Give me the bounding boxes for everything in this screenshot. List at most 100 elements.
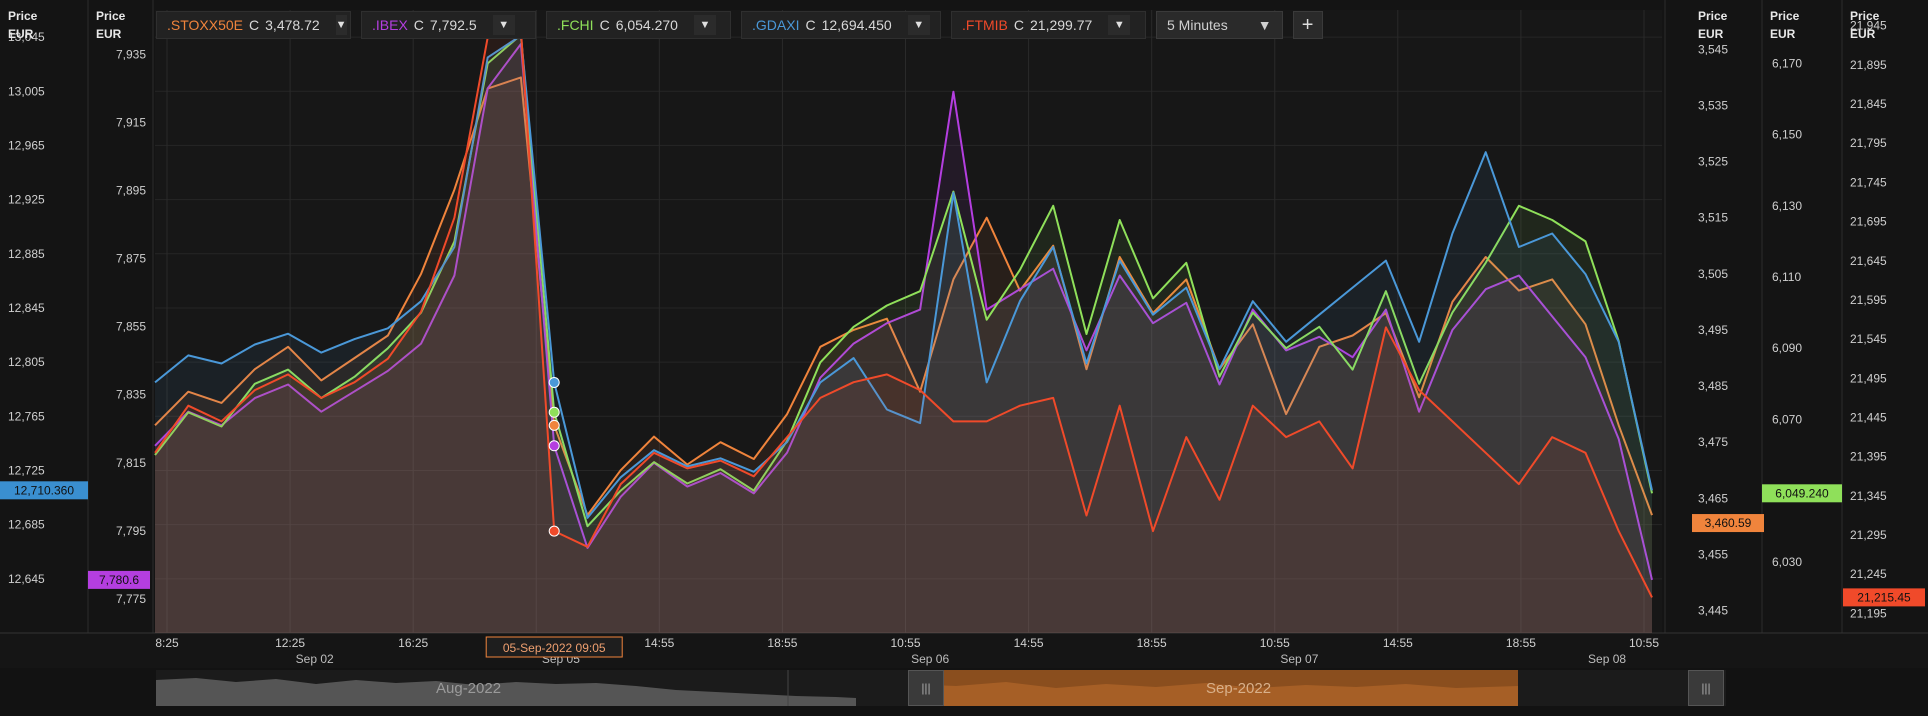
y-tick-label: 6,070	[1772, 412, 1802, 426]
series-area	[155, 35, 1652, 633]
chevron-down-icon[interactable]: ▼	[335, 15, 347, 35]
y-tick-label: 12,765	[8, 409, 45, 423]
gdaxi-axis-header: Price EUR	[8, 7, 37, 43]
axis-header-price: Price	[1698, 9, 1728, 23]
x-day-label: Sep 02	[296, 652, 334, 666]
y-tick-label: 12,885	[8, 247, 45, 261]
y-tick-label: 3,515	[1698, 211, 1728, 225]
y-tick-label: 13,005	[8, 84, 45, 98]
axis-header-price: Price	[1770, 9, 1800, 23]
y-tick-label: 3,485	[1698, 379, 1728, 393]
chevron-down-icon[interactable]: ▼	[1257, 17, 1272, 33]
close-value: 21,299.77	[1030, 17, 1093, 33]
y-tick-label: 12,725	[8, 463, 45, 477]
series-area	[155, 44, 1652, 633]
axis-header-currency: EUR	[96, 27, 122, 41]
last-value-tag	[0, 481, 88, 500]
y-tick-label: 3,475	[1698, 435, 1728, 449]
axis-header-currency: EUR	[1770, 27, 1796, 41]
y-tick-label: 6,150	[1772, 128, 1802, 142]
crosshair-marker	[548, 419, 560, 431]
close-prefix: C	[1013, 17, 1025, 33]
time-navigator[interactable]: Aug-2022 Sep-2022 ||| |||	[156, 670, 1726, 706]
close-prefix: C	[413, 17, 424, 33]
y-tick-label: 3,505	[1698, 267, 1728, 281]
y-tick-label: 7,855	[116, 320, 146, 334]
y-tick-label: 6,090	[1772, 341, 1802, 355]
crosshair-marker	[548, 376, 560, 388]
y-tick-label: 6,170	[1772, 56, 1802, 70]
y-tick-label: 7,935	[116, 47, 146, 61]
symbol-chip-ftmib[interactable]: .FTMIB C 21,299.77 ▼	[951, 11, 1146, 39]
symbol-toolbar: .STOXX50E C 3,478.72 ▼ .IBEX C 7,792.5 ▼…	[156, 6, 1323, 44]
symbol-chip-fchi[interactable]: .FCHI C 6,054.270 ▼	[546, 11, 731, 39]
navigator-right-handle[interactable]: |||	[1688, 670, 1724, 706]
crosshair-time-tag	[485, 636, 623, 658]
plus-icon: +	[1301, 13, 1314, 36]
last-value-tag	[88, 570, 150, 589]
series-line	[154, 33, 1653, 528]
chevron-down-icon[interactable]: ▼	[492, 15, 515, 35]
y-tick-label: 21,495	[1850, 371, 1887, 385]
navigator-left-handle[interactable]: |||	[908, 670, 944, 706]
axis-header-price: Price	[1850, 9, 1880, 23]
fchi-axis-header: Price EUR	[1770, 7, 1799, 43]
navigator-month-aug: Aug-2022	[436, 680, 502, 697]
series-area	[155, 29, 1652, 634]
symbol-chip-ibex[interactable]: .IBEX C 7,792.5 ▼	[361, 11, 536, 39]
x-tick-label: 8:25	[155, 636, 179, 650]
y-tick-label: 7,795	[116, 524, 146, 538]
y-tick-label: 3,495	[1698, 323, 1728, 337]
x-day-label: Sep 08	[1588, 652, 1626, 666]
axis-header-currency: EUR	[1850, 27, 1876, 41]
y-tick-label: 21,195	[1850, 606, 1887, 620]
x-tick-label: 18:55	[1137, 636, 1167, 650]
x-tick-label: 14:55	[1014, 636, 1044, 650]
y-tick-label: 21,695	[1850, 215, 1887, 229]
series-line	[154, 34, 1653, 519]
y-tick-label: 21,395	[1850, 450, 1887, 464]
y-tick-label: 7,915	[116, 115, 146, 129]
interval-label: 5 Minutes	[1167, 17, 1228, 33]
y-tick-label: 13,045	[8, 30, 45, 44]
symbol-code: .IBEX	[372, 17, 408, 33]
last-value-tag	[1843, 588, 1925, 607]
x-axis-band	[0, 633, 1928, 671]
series-area	[155, 77, 1652, 633]
y-tick-label: 3,465	[1698, 491, 1728, 505]
y-tick-label: 21,645	[1850, 254, 1887, 268]
symbol-chip-stoxx50e[interactable]: .STOXX50E C 3,478.72 ▼	[156, 11, 351, 39]
y-tick-label: 7,775	[116, 592, 146, 606]
x-day-label: Sep 06	[911, 652, 949, 666]
symbol-code: .FCHI	[557, 17, 594, 33]
crosshair-marker	[548, 406, 560, 418]
x-tick-label: 12:25	[275, 636, 305, 650]
chevron-down-icon[interactable]: ▼	[907, 15, 930, 35]
x-tick-label: 18:55	[1506, 636, 1536, 650]
navigator-month-sep: Sep-2022	[1206, 680, 1272, 697]
interval-select[interactable]: 5 Minutes ▼	[1156, 11, 1283, 39]
y-tick-label: 21,295	[1850, 528, 1887, 542]
y-tick-label: 12,925	[8, 193, 45, 207]
y-tick-label: 7,875	[116, 252, 146, 266]
y-tick-label: 12,685	[8, 518, 45, 532]
last-value-label: 12,710.360	[14, 483, 74, 497]
y-tick-label: 6,030	[1772, 555, 1802, 569]
y-tick-label: 3,445	[1698, 604, 1728, 618]
symbol-chip-gdaxi[interactable]: .GDAXI C 12,694.450 ▼	[741, 11, 941, 39]
close-prefix: C	[249, 17, 260, 33]
y-tick-label: 7,815	[116, 456, 146, 470]
close-value: 6,054.270	[615, 17, 678, 33]
y-tick-label: 21,945	[1850, 19, 1887, 33]
y-tick-label: 21,795	[1850, 136, 1887, 150]
x-tick-label: 10:55	[890, 636, 920, 650]
x-tick-label: 16:25	[398, 636, 428, 650]
stoxx-axis-header: Price EUR	[1698, 7, 1727, 43]
add-symbol-button[interactable]: +	[1292, 11, 1323, 39]
chevron-down-icon[interactable]: ▼	[1108, 15, 1131, 35]
symbol-code: .STOXX50E	[167, 17, 244, 33]
y-tick-label: 3,535	[1698, 98, 1728, 112]
chevron-down-icon[interactable]: ▼	[693, 15, 716, 35]
y-tick-label: 21,545	[1850, 332, 1887, 346]
